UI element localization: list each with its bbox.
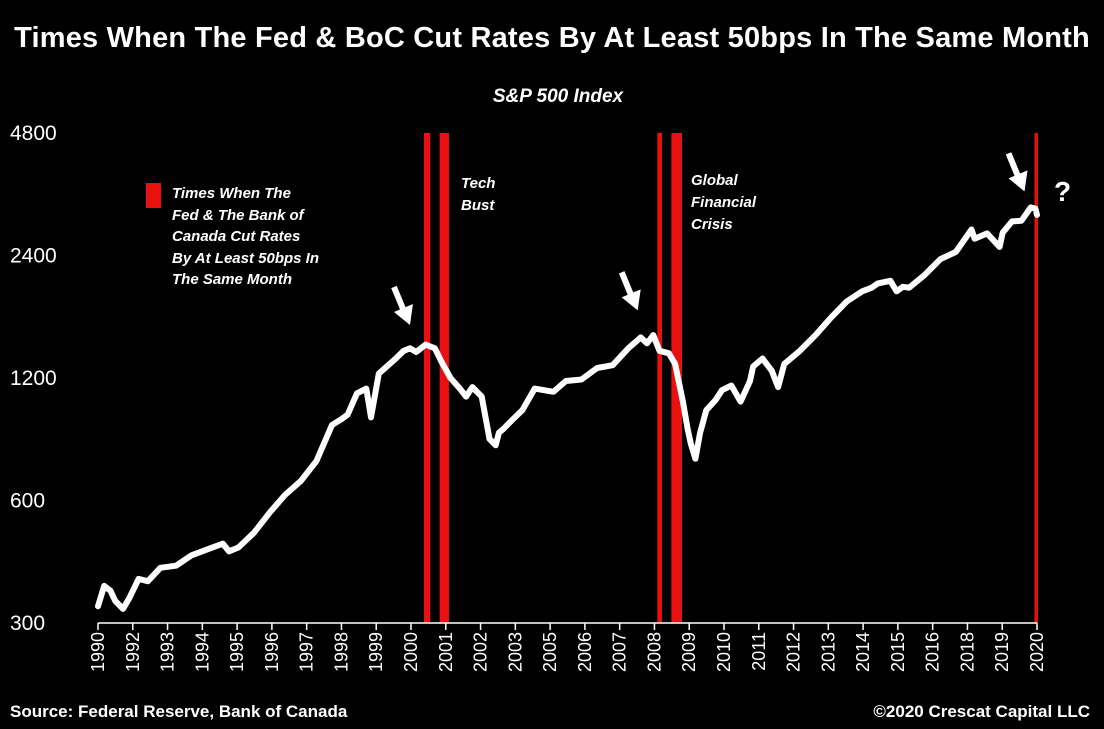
- x-tick-label: 1994: [192, 632, 212, 672]
- x-tick-label: 2007: [610, 632, 630, 672]
- legend-text: Times When The Fed & The Bank of Canada …: [172, 185, 319, 288]
- x-tick-label: 2002: [471, 632, 491, 672]
- x-tick-label: 1990: [88, 632, 108, 672]
- y-tick-label: 300: [10, 612, 45, 635]
- chart-subtitle: S&P 500 Index: [492, 86, 624, 107]
- x-tick-label: 2000: [401, 632, 421, 672]
- x-tick-label: 1997: [297, 632, 317, 672]
- y-tick-label: 2400: [10, 245, 57, 268]
- sp500-line: [95, 204, 1040, 612]
- x-tick-label: 2011: [749, 632, 769, 671]
- x-tick-label: 2014: [853, 632, 873, 672]
- copyright-note: ©2020 Crescat Capital LLC: [873, 702, 1090, 721]
- x-tick-label: 1993: [158, 632, 178, 672]
- x-tick-label: 2005: [540, 632, 560, 672]
- source-note: Source: Federal Reserve, Bank of Canada: [10, 702, 348, 721]
- chart-title: Times When The Fed & BoC Cut Rates By At…: [14, 22, 1090, 54]
- x-tick-label: 2015: [888, 632, 908, 672]
- x-tick-label: 1992: [123, 632, 143, 672]
- rate-cut-band-2: [439, 133, 449, 623]
- x-tick-label: 1995: [227, 632, 247, 672]
- rate-cut-band-3: [657, 133, 663, 623]
- annotation-question-mark: ?: [1054, 176, 1072, 207]
- x-tick-label: 2016: [923, 632, 943, 672]
- x-tick-label: 2003: [505, 632, 525, 672]
- x-tick-label: 1999: [366, 632, 386, 672]
- x-tick-label: 1996: [262, 632, 282, 672]
- x-tick-label: 2019: [992, 632, 1012, 672]
- x-tick-label: 2001: [436, 632, 456, 672]
- rate-cut-band-5: [1034, 133, 1038, 623]
- rate-cut-band-1: [423, 133, 431, 623]
- x-tick-label: 2010: [714, 632, 734, 672]
- arrow-1-head: [393, 303, 413, 325]
- x-tick-label: 2006: [575, 632, 595, 672]
- x-tick-label: 2008: [644, 632, 664, 672]
- annotation-tech-bust: Tech Bust: [461, 175, 496, 214]
- x-tick-label: 2020: [1027, 632, 1047, 672]
- x-tick-label: 1998: [331, 632, 351, 672]
- y-tick-label: 600: [10, 490, 45, 513]
- x-tick-label: 2013: [818, 632, 838, 672]
- y-tick-label: 1200: [10, 367, 57, 390]
- x-tick-label: 2012: [784, 632, 804, 672]
- y-tick-label: 4800: [10, 122, 57, 145]
- annotation-global-financial-crisis: Global Financial Crisis: [691, 172, 757, 233]
- arrow-3-head: [1008, 170, 1028, 192]
- legend-swatch: [146, 183, 161, 208]
- x-tick-label: 2009: [679, 632, 699, 672]
- x-tick-label: 2018: [957, 632, 977, 672]
- arrow-2-head: [621, 289, 641, 311]
